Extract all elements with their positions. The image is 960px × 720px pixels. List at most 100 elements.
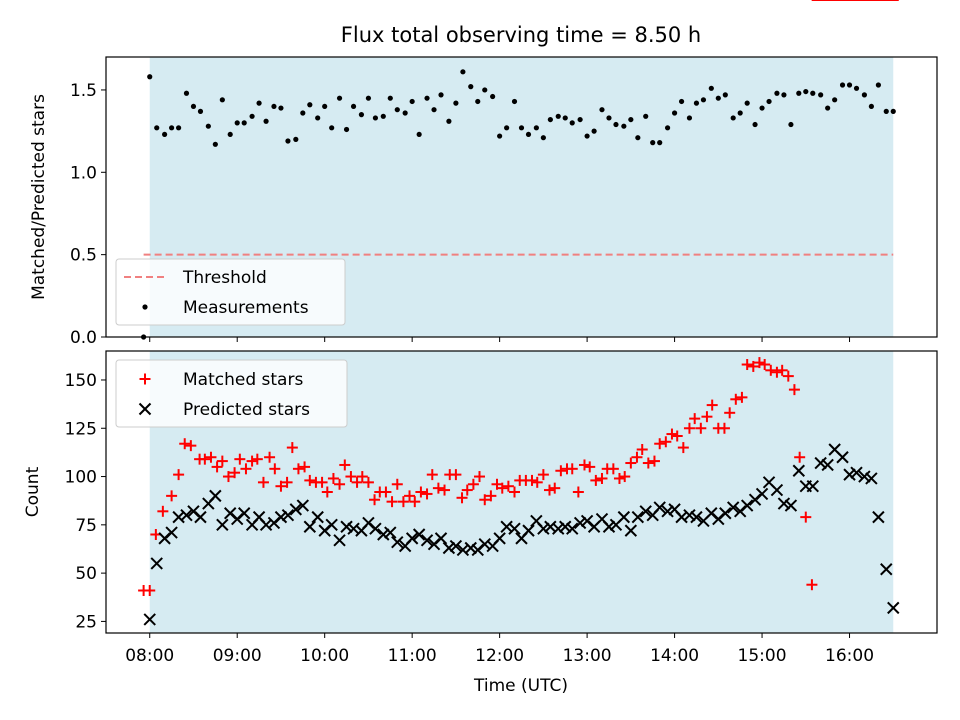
matched-star-point (578, 459, 590, 471)
legend-predicted-cross-b (138, 402, 152, 416)
predicted-star-point (726, 501, 740, 514)
matched-star-point (211, 461, 223, 473)
matched-star-point (509, 486, 521, 498)
matched-star-point (724, 407, 736, 419)
predicted-star-point-b (740, 499, 754, 512)
matched-star-point (246, 455, 258, 467)
predicted-star-point-b (325, 518, 338, 532)
predicted-star-point-b (340, 520, 353, 533)
measurement-point (818, 92, 824, 98)
top-axes-frame (105, 56, 938, 338)
predicted-star-point (814, 456, 827, 470)
predicted-star-point (537, 522, 550, 535)
predicted-star-point-b (224, 507, 237, 520)
matched-star-point (144, 585, 156, 597)
measurement-point (387, 95, 393, 101)
measurement-point (372, 115, 379, 121)
matched-star-point (391, 478, 403, 490)
top-y-tick-label: 0.5 (70, 246, 97, 266)
matched-star-point (286, 442, 298, 454)
predicted-star-point (303, 520, 317, 533)
predicted-star-point-b (369, 522, 382, 535)
predicted-star-point-b (726, 501, 740, 514)
predicted-star-point (602, 520, 616, 533)
measurement-point (621, 123, 627, 129)
measurement-point (708, 85, 714, 91)
predicted-star-point-b (522, 524, 535, 537)
top-panel: 0.0 0.5 1.0 1.5 Matched/Predicted stars Thr… (29, 56, 938, 348)
matched-star-point (321, 486, 333, 498)
predicted-star-point-b (449, 539, 463, 553)
measurement-point (176, 125, 182, 131)
predicted-star-point-b (573, 516, 587, 530)
x-tick-label: 14:00 (650, 646, 699, 666)
matched-star-point (706, 399, 718, 411)
matched-star-point (677, 442, 689, 454)
predicted-star-point-b (865, 472, 878, 485)
predicted-star-point-b (675, 510, 688, 524)
predicted-star-point-b (165, 526, 178, 539)
predicted-star-point (552, 522, 565, 535)
predicted-star-point (566, 522, 579, 535)
predicted-star-point-b (806, 479, 819, 493)
predicted-star-point-b (464, 541, 477, 555)
measurement-point (190, 103, 197, 110)
predicted-star-point (464, 541, 477, 555)
predicted-star-point-b (259, 518, 273, 532)
measurement-point (839, 82, 846, 88)
predicted-star-point-b (216, 518, 229, 532)
predicted-star-point-b (850, 466, 863, 479)
predicted-star-point (740, 499, 754, 512)
matched-star-point (461, 484, 473, 496)
predicted-star-point (639, 505, 652, 518)
predicted-star-point (238, 507, 251, 520)
predicted-star-point-b (828, 443, 841, 456)
predicted-star-point-b (434, 532, 448, 545)
top-y-tick-label: 1.5 (70, 81, 97, 101)
bottom-x-ticks: 08:00 09:00 10:00 11:00 12:00 13:00 14:00 15:00… (125, 633, 874, 666)
measurement-point (197, 108, 204, 114)
predicted-star-point-b (289, 503, 303, 516)
matched-star-point (736, 391, 748, 403)
measurement-point (307, 102, 313, 108)
matched-star-point (199, 453, 211, 465)
predicted-star-point-b (238, 507, 251, 520)
matched-star-point (596, 472, 608, 484)
matched-star-point (166, 490, 178, 502)
predicted-star-point-b (384, 526, 397, 539)
predicted-star-point-b (668, 503, 681, 516)
legend-predicted-label: Predicted stars (183, 400, 310, 420)
measurement-point (664, 125, 671, 131)
bottom-y-tick-label: 25 (75, 612, 97, 632)
legend-matched-label: Matched stars (183, 370, 303, 390)
predicted-star-point (143, 613, 156, 626)
matched-star-point (800, 511, 812, 523)
measurement-point (424, 95, 430, 101)
matched-star-point (555, 465, 567, 477)
measurement-point (329, 125, 335, 131)
measurement-point (846, 82, 853, 88)
predicted-star-point-b (552, 522, 565, 535)
predicted-star-point-b (296, 499, 310, 512)
top-y-ticks: 0.0 0.5 1.0 1.5 (70, 81, 106, 348)
measurement-point (737, 110, 743, 116)
predicted-star-point (340, 520, 353, 533)
measurement-point (263, 118, 269, 124)
predicted-star-point-b (639, 505, 652, 518)
matched-star-point (456, 492, 468, 504)
measurement-point (853, 85, 860, 91)
matched-star-point (718, 422, 730, 434)
matched-star-point (788, 384, 800, 396)
measurement-point (219, 97, 225, 103)
measurement-point (350, 103, 357, 110)
measurement-point (504, 125, 510, 131)
matched-star-point (426, 469, 438, 481)
measurement-point (562, 115, 568, 121)
measurement-point (438, 92, 444, 98)
bottom-y-tick-label: 50 (75, 564, 97, 584)
measurement-point (511, 98, 518, 105)
measurement-point (569, 120, 575, 126)
measurement-point (271, 103, 277, 110)
matched-star-point (251, 453, 263, 465)
predicted-star-point-b (683, 508, 696, 522)
